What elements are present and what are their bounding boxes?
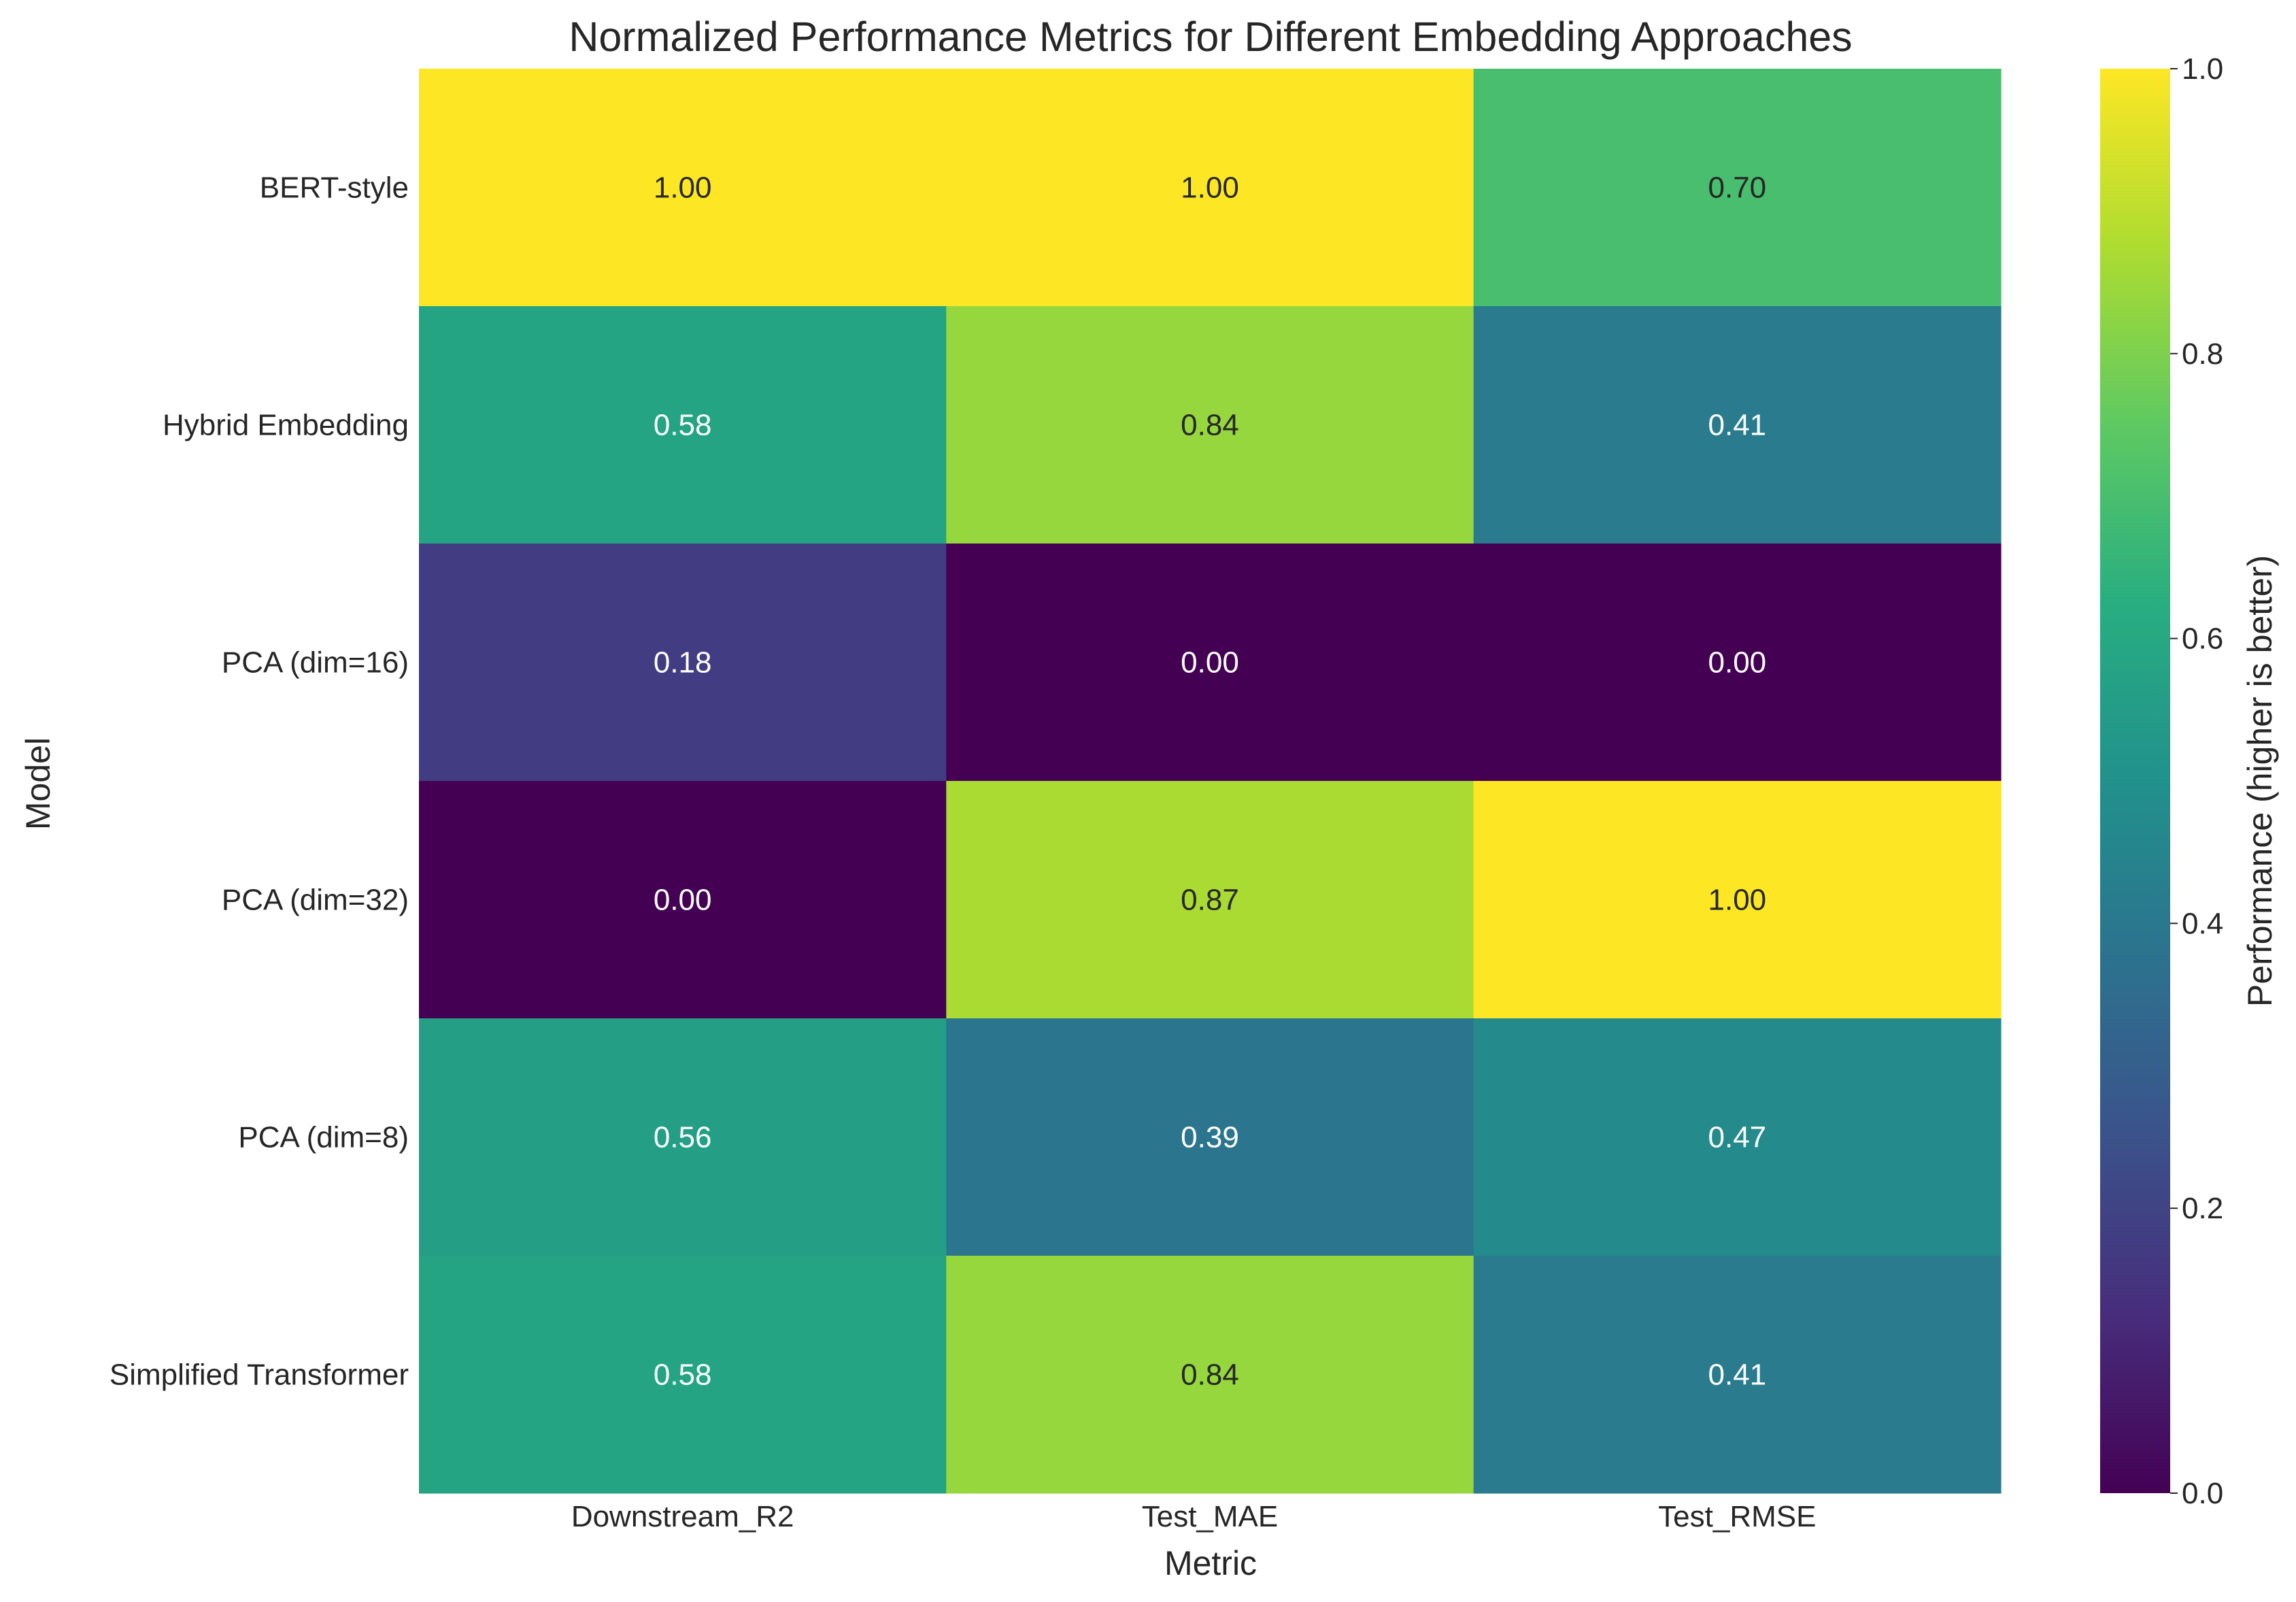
cell-value-label: 0.87: [1181, 884, 1239, 917]
cell-value-label: 0.00: [1181, 646, 1239, 680]
cell-value-label: 0.41: [1708, 409, 1767, 442]
heatmap-cell: [419, 544, 947, 782]
cell-value-label: 0.84: [1181, 1358, 1239, 1392]
heatmap-cell: [1473, 69, 2002, 307]
heatmap-cell: [1473, 544, 2002, 782]
y-tick-label: PCA (dim=8): [238, 1121, 409, 1154]
x-axis-label: Metric: [1164, 1544, 1257, 1582]
colorbar-ticks: 0.0 0.2 0.4 0.6 0.8 1.0: [2170, 52, 2223, 1510]
colorbar-tick-label: 0.6: [2182, 622, 2223, 656]
cell-value-label: 0.56: [654, 1121, 712, 1154]
heatmap-cell: [419, 781, 947, 1019]
heatmap-cell: [946, 1018, 1474, 1256]
heatmap-cell: [419, 306, 947, 544]
heatmap-cell: [1473, 1018, 2002, 1256]
x-tick-label: Test_RMSE: [1658, 1500, 1816, 1533]
chart-title: Normalized Performance Metrics for Diffe…: [569, 14, 1852, 60]
heatmap-cell: [419, 69, 947, 307]
y-tick-label: Hybrid Embedding: [163, 409, 409, 442]
heatmap-cells: [419, 69, 2002, 1494]
heatmap-cell: [946, 1256, 1474, 1494]
cell-value-label: 0.70: [1708, 171, 1767, 205]
colorbar: [2100, 69, 2170, 1493]
cell-value-label: 0.47: [1708, 1121, 1767, 1154]
heatmap-cell: [1473, 1256, 2002, 1494]
x-tick-label: Downstream_R2: [571, 1500, 794, 1533]
heatmap-cell: [419, 1256, 947, 1494]
cell-value-label: 0.00: [1708, 646, 1767, 680]
cell-value-label: 0.84: [1181, 409, 1239, 442]
cell-value-label: 1.00: [1181, 171, 1239, 205]
heatmap-cell: [946, 69, 1474, 307]
colorbar-tick-label: 0.8: [2182, 337, 2223, 371]
y-axis-ticks: BERT-style Hybrid Embedding PCA (dim=16) PC…: [109, 171, 409, 1392]
cell-value-label: 1.00: [1708, 884, 1767, 917]
cell-value-label: 0.00: [654, 884, 712, 917]
colorbar-tick-label: 0.0: [2182, 1477, 2223, 1510]
heatmap-cell: [946, 306, 1474, 544]
heatmap-cell: [1473, 306, 2002, 544]
heatmap-cell: [946, 544, 1474, 782]
x-axis-ticks: Downstream_R2 Test_MAE Test_RMSE: [571, 1500, 1817, 1533]
y-tick-label: PCA (dim=32): [222, 884, 409, 917]
heatmap-cell: [946, 781, 1474, 1019]
colorbar-tick-label: 0.2: [2182, 1192, 2223, 1225]
y-tick-label: BERT-style: [260, 171, 409, 205]
cell-value-label: 0.58: [654, 409, 712, 442]
y-tick-label: PCA (dim=16): [222, 646, 409, 680]
heatmap-cell-labels: 1.00 1.00 0.70 0.58 0.84 0.41 0.18 0.00 0.00 0.00…: [654, 171, 1766, 1392]
cell-value-label: 0.58: [654, 1358, 712, 1392]
colorbar-tick-label: 0.4: [2182, 907, 2223, 940]
y-tick-label: Simplified Transformer: [109, 1358, 409, 1392]
x-tick-label: Test_MAE: [1142, 1500, 1279, 1533]
cell-value-label: 0.18: [654, 646, 712, 680]
cell-value-label: 0.39: [1181, 1121, 1239, 1154]
colorbar-tick-label: 1.0: [2182, 52, 2223, 86]
colorbar-label: Performance (higher is better): [2241, 555, 2279, 1007]
cell-value-label: 1.00: [654, 171, 712, 205]
heatmap-cell: [419, 1018, 947, 1256]
heatmap-cell: [1473, 781, 2002, 1019]
y-axis-label: Model: [19, 737, 57, 830]
cell-value-label: 0.41: [1708, 1358, 1767, 1392]
